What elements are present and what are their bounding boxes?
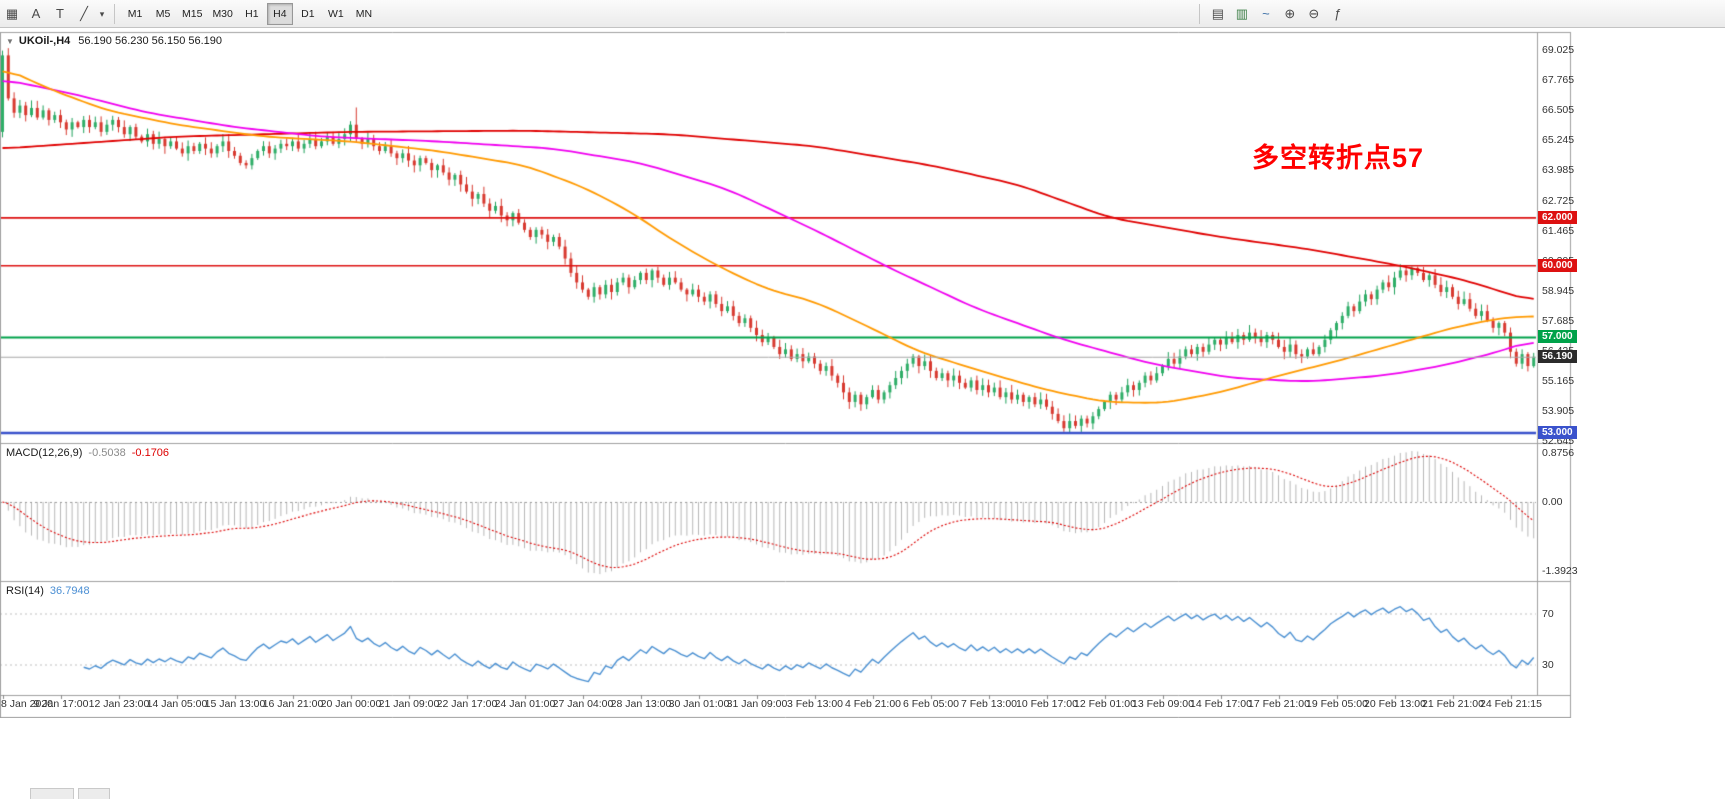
time-axis-label: 6 Feb 05:00	[902, 698, 960, 710]
rsi-value: 36.7948	[49, 585, 90, 597]
price-axis-label: 65.245	[1542, 134, 1575, 146]
price-axis-label: 69.025	[1542, 44, 1575, 56]
price-axis-label: 58.945	[1542, 285, 1575, 297]
time-axis-label: 15 Jan 13:00	[204, 698, 266, 710]
text-tool-icon[interactable]: A	[31, 5, 41, 21]
timeframe-button-d1[interactable]: D1	[301, 7, 315, 20]
time-axis-label: 20 Feb 13:00	[1364, 698, 1426, 710]
zoom-out-icon[interactable]: ⊖	[1308, 5, 1320, 21]
timeframe-button-m30[interactable]: M30	[212, 7, 233, 20]
chart-annotation-text[interactable]: 多空转折点57	[1252, 143, 1425, 173]
time-axis-label: 3 Feb 13:00	[786, 698, 844, 710]
symbol-period-label: UKOil-,H4	[18, 35, 71, 47]
time-axis-label: 17 Feb 21:00	[1248, 698, 1310, 710]
toolbar-separator	[114, 3, 115, 24]
grid-icon[interactable]: ▦	[5, 5, 19, 21]
price-level-tag-60.000: 60.000	[1538, 259, 1577, 272]
toolbar: ▦ A T ╱ ▾ M1 M5 M15 M30 H1 H4 D1 W1 MN ▤ ▥ ~ ⊕ ⊖ ƒ	[0, 0, 1725, 28]
timeframe-button-mn[interactable]: MN	[355, 7, 373, 20]
macd-value-main: -0.5038	[88, 447, 126, 459]
macd-axis-max-label: 0.8756	[1542, 447, 1575, 459]
price-level-tag-62.000: 62.000	[1538, 211, 1577, 224]
time-axis-label: 8 Jan 2020	[1, 698, 53, 710]
ohlc-values-label: 56.190 56.230 56.150 56.190	[78, 35, 223, 47]
time-axis-label: 21 Jan 09:00	[378, 698, 440, 710]
chart-title: ▼ UKOil-,H4 56.190 56.230 56.150 56.190	[6, 35, 222, 47]
window-fragment	[30, 788, 74, 799]
macd-axis-min-label: -1.3923	[1542, 565, 1578, 577]
price-axis-label: 57.685	[1542, 315, 1575, 327]
bar-chart-icon[interactable]: ▤	[1211, 5, 1225, 21]
drawing-tools-icon[interactable]: ╱	[80, 5, 88, 21]
price-level-tag-53.000: 53.000	[1538, 426, 1577, 439]
timeframe-button-m1[interactable]: M1	[127, 7, 143, 20]
timeframe-button-m15[interactable]: M15	[182, 7, 203, 20]
price-axis-label: 63.985	[1542, 164, 1575, 176]
timeframe-button-h4[interactable]: H4	[266, 2, 293, 25]
time-axis-label: 13 Feb 09:00	[1132, 698, 1194, 710]
bid-price-tag: 56.190	[1538, 350, 1577, 363]
time-axis-label: 9 Jan 17:00	[33, 698, 89, 710]
rsi-header: RSI(14) 36.7948	[6, 585, 90, 597]
price-axis-label: 61.465	[1542, 225, 1575, 237]
price-level-tag-57.000: 57.000	[1538, 330, 1577, 343]
time-axis-label: 24 Jan 01:00	[494, 698, 556, 710]
time-axis-label: 19 Feb 05:00	[1306, 698, 1368, 710]
line-chart-icon[interactable]: ~	[1262, 5, 1270, 21]
macd-axis-zero-label: 0.00	[1542, 496, 1563, 508]
time-axis-label: 12 Feb 01:00	[1074, 698, 1136, 710]
time-axis-label: 24 Feb 21:15	[1480, 698, 1542, 710]
macd-header: MACD(12,26,9) -0.5038 -0.1706	[6, 447, 169, 459]
time-axis-label: 21 Feb 21:00	[1422, 698, 1484, 710]
time-axis-label: 20 Jan 00:00	[320, 698, 382, 710]
window-fragment	[78, 788, 110, 799]
rsi-title: RSI(14)	[6, 585, 44, 597]
time-axis-label: 14 Feb 17:00	[1190, 698, 1252, 710]
candlestick-chart-icon[interactable]: ▥	[1235, 5, 1249, 21]
time-axis-label: 12 Jan 23:00	[88, 698, 150, 710]
macd-title: MACD(12,26,9)	[6, 447, 83, 459]
time-axis-label: 27 Jan 04:00	[552, 698, 614, 710]
chart-canvas[interactable]	[0, 28, 1572, 718]
collapse-chart-icon[interactable]: ▼	[6, 37, 14, 46]
dropdown-caret-icon[interactable]: ▾	[99, 8, 105, 19]
toolbar-separator	[1198, 3, 1200, 24]
indicators-icon[interactable]: ƒ	[1334, 5, 1342, 21]
timeframe-button-m5[interactable]: M5	[155, 7, 171, 20]
time-axis-label: 10 Feb 17:00	[1016, 698, 1078, 710]
price-axis-label: 67.765	[1542, 74, 1575, 86]
macd-value-signal: -0.1706	[131, 447, 170, 459]
time-axis-label: 14 Jan 05:00	[146, 698, 208, 710]
text-label-tool-icon[interactable]: T	[56, 5, 64, 21]
price-axis-label: 62.725	[1542, 195, 1575, 207]
price-axis-label: 55.165	[1542, 375, 1575, 387]
zoom-in-icon[interactable]: ⊕	[1284, 5, 1296, 21]
rsi-level-70-label: 70	[1542, 608, 1554, 620]
time-axis-label: 28 Jan 13:00	[610, 698, 672, 710]
time-axis-label: 31 Jan 09:00	[726, 698, 788, 710]
timeframe-button-h1[interactable]: H1	[245, 7, 259, 20]
time-axis-label: 16 Jan 21:00	[262, 698, 324, 710]
time-axis-label: 4 Feb 21:00	[844, 698, 902, 710]
time-axis-label: 22 Jan 17:00	[436, 698, 498, 710]
rsi-level-30-label: 30	[1542, 659, 1554, 671]
price-axis-label: 66.505	[1542, 104, 1575, 116]
time-axis-label: 7 Feb 13:00	[960, 698, 1018, 710]
timeframe-button-w1[interactable]: W1	[328, 7, 344, 20]
price-axis-label: 53.905	[1542, 405, 1575, 417]
time-axis-label: 30 Jan 01:00	[668, 698, 730, 710]
